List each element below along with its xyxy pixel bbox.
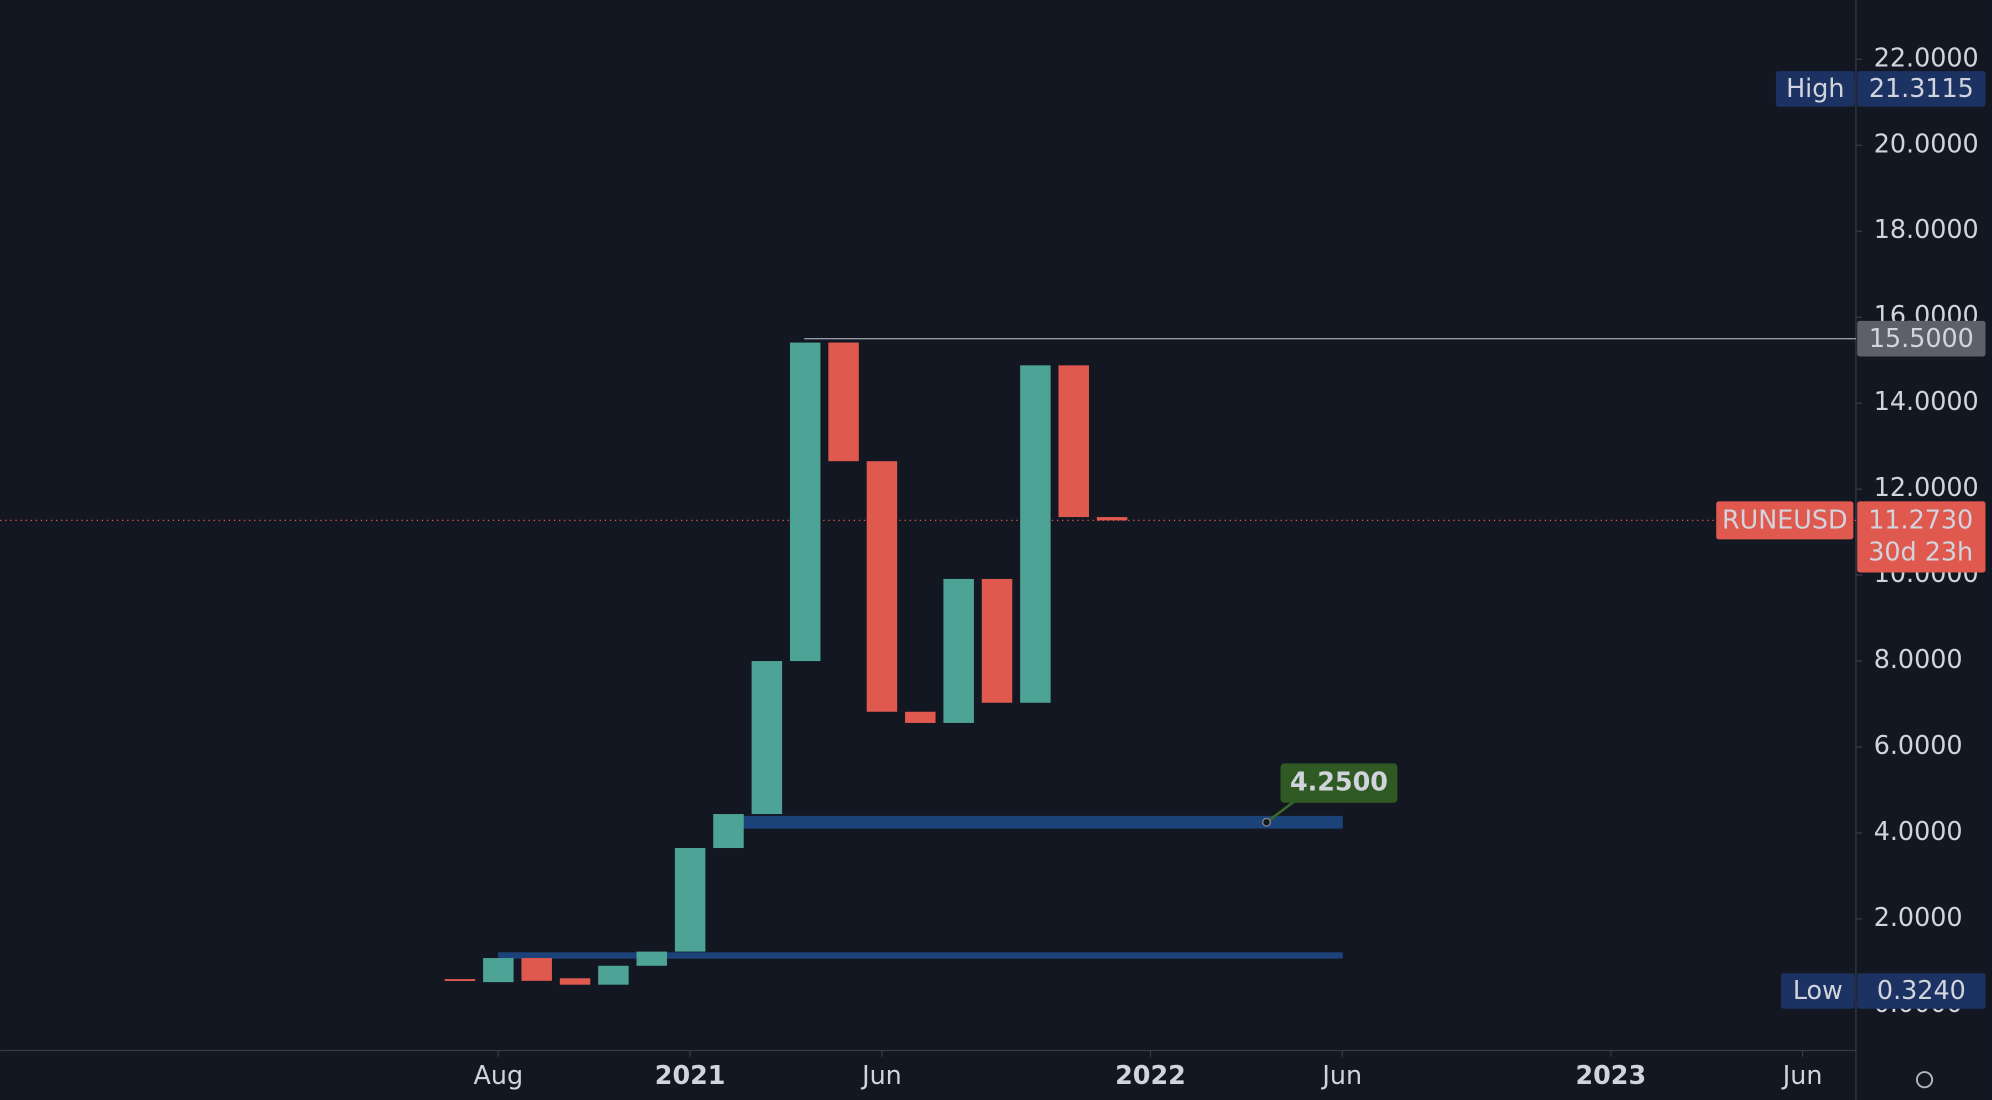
x-tick-label: 2021	[655, 1060, 726, 1090]
candle-body	[789, 342, 821, 662]
price-value-text: 11.2730	[1868, 505, 1973, 535]
symbol-label: RUNEUSD	[1716, 501, 1854, 540]
support-zone	[730, 815, 1343, 829]
y-tick-label: 6.0000	[1874, 730, 1963, 760]
candle-body	[559, 978, 591, 985]
line-value-text: 15.5000	[1869, 323, 1974, 353]
low-value-box	[1857, 973, 1986, 1009]
x-tick-label: Jun	[1781, 1060, 1823, 1090]
high-label-box	[1775, 71, 1855, 107]
low-value-text: 0.3240	[1877, 975, 1966, 1005]
line-value-box	[1857, 320, 1986, 357]
high-label: High	[1775, 71, 1855, 107]
high-value-text: 21.3115	[1869, 73, 1974, 103]
y-tick-label: 14.0000	[1874, 386, 1979, 416]
candle-body	[598, 965, 629, 985]
candle-body	[905, 711, 936, 723]
candle-body	[751, 661, 783, 815]
high-value-box	[1857, 71, 1986, 107]
symbol-label-box	[1716, 501, 1854, 540]
x-tick-label: 2023	[1575, 1060, 1646, 1090]
low-value: 0.3240	[1857, 973, 1986, 1009]
candle-body	[1020, 365, 1051, 703]
candle-body	[828, 342, 859, 462]
x-tick-label: Jun	[860, 1060, 902, 1090]
candle-body	[1058, 365, 1089, 518]
high-label-text: High	[1786, 73, 1844, 103]
settings-icon-circle[interactable]	[1915, 1071, 1934, 1089]
candle-body	[636, 951, 668, 966]
candle-body	[444, 979, 476, 982]
y-tick-label: 4.0000	[1874, 816, 1963, 846]
zone-label-box	[1280, 763, 1398, 803]
candle-body	[521, 958, 552, 981]
line-value: 15.5000	[1857, 320, 1986, 357]
support-zone	[498, 952, 1343, 959]
x-tick-label: Jun	[1320, 1060, 1362, 1090]
x-tick-label: 2022	[1115, 1060, 1186, 1090]
symbol-label-text: RUNEUSD	[1722, 505, 1848, 535]
low-label: Low	[1780, 973, 1855, 1009]
price-value-box	[1857, 501, 1986, 573]
y-tick-label: 12.0000	[1874, 472, 1979, 502]
countdown-text: 30d 23h	[1868, 536, 1973, 566]
y-tick-label: 2.0000	[1874, 902, 1963, 932]
settings-icon[interactable]	[1915, 1071, 1934, 1089]
candle-body	[483, 958, 514, 983]
y-tick-label: 22.0000	[1874, 42, 1979, 72]
y-tick-label: 18.0000	[1874, 214, 1979, 244]
candle-body	[1096, 517, 1128, 521]
candle-body	[943, 578, 974, 723]
zone-label-connector	[1265, 799, 1297, 824]
y-tick-label: 8.0000	[1874, 644, 1963, 674]
high-value: 21.3115	[1857, 71, 1986, 107]
candle-body	[866, 461, 898, 712]
y-tick-label: 20.0000	[1874, 128, 1979, 158]
candle-body	[981, 578, 1013, 703]
x-tick-label: Aug	[474, 1060, 524, 1090]
low-label-box	[1780, 973, 1855, 1009]
zone-anchor	[1262, 817, 1271, 827]
candle-body	[713, 814, 744, 849]
candle-body	[674, 848, 706, 952]
zone-label: 4.2500	[1290, 767, 1388, 797]
low-label-text: Low	[1793, 975, 1843, 1005]
